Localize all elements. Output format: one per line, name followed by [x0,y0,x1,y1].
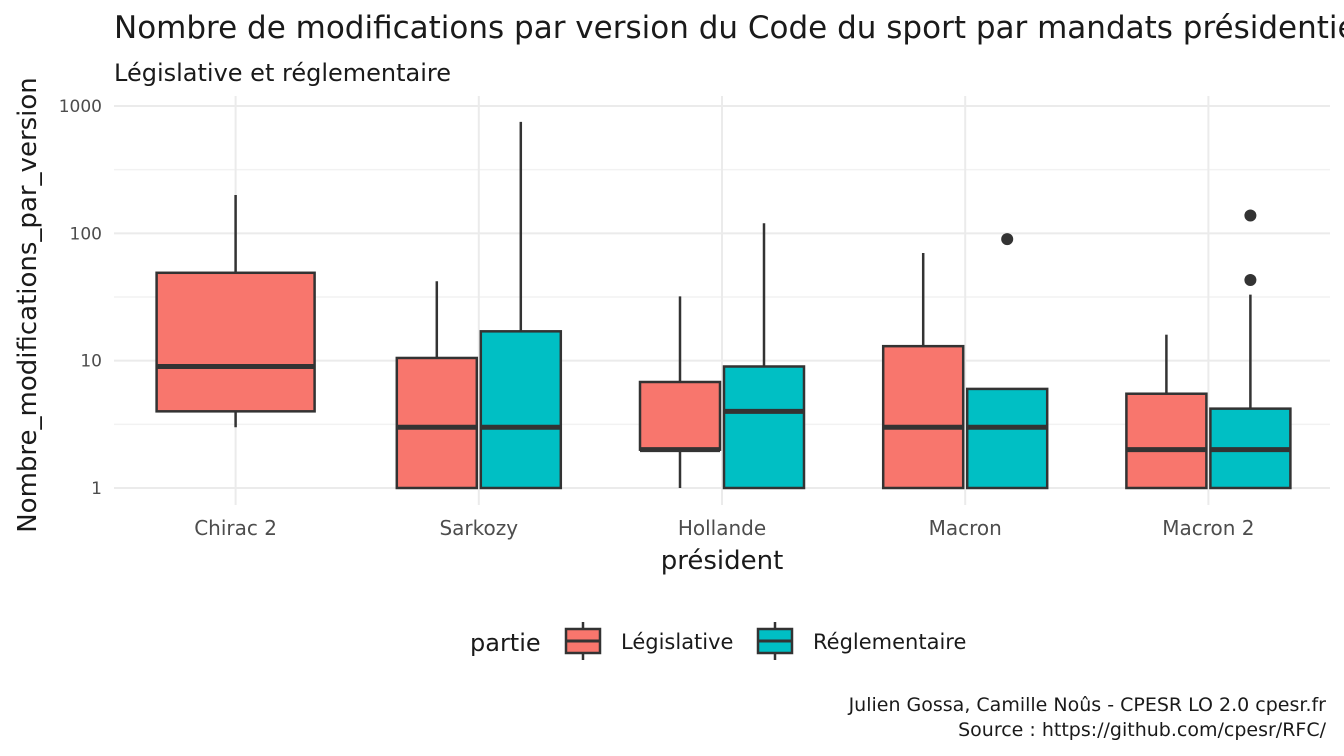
y-tick-label: 10 [80,352,102,372]
box-Législative-Macron [881,253,965,490]
legend-key-reglementaire: Réglementaire [756,622,966,660]
chart-subtitle: Législative et réglementaire [114,59,451,87]
box-Législative-Macron 2 [1125,334,1208,490]
box-Réglementaire-Hollande [722,223,806,490]
box-Réglementaire-Macron [965,233,1049,490]
chart-title: Nombre de modifications par version du C… [114,10,1344,46]
legend-key-legislative: Législative [564,622,733,660]
box-body [722,365,806,490]
legend-title: partie [470,629,541,657]
x-tick-label: Macron [929,516,1002,540]
box-body [395,356,479,490]
y-tick-label: 1000 [59,97,102,117]
y-tick-label: 1 [91,479,102,499]
y-axis-title: Nombre_modifications_par_version [13,77,43,533]
x-tick-label: Sarkozy [439,516,518,540]
legend-label: Réglementaire [813,630,966,654]
box-body [155,271,316,413]
legend-label: Législative [621,630,733,654]
caption-credits: Julien Gossa, Camille Noûs - CPESR LO 2.… [848,694,1327,716]
y-tick-label: 100 [70,224,102,244]
box-body [1125,392,1208,490]
box-Réglementaire-Sarkozy [479,121,563,490]
outlier-point [1244,209,1257,222]
box-body [479,330,563,490]
box-body [638,380,722,451]
box-Réglementaire-Macron 2 [1209,209,1292,490]
y-axis-ticks: 1 10 100 1000 [59,97,102,499]
plot-boxes [155,121,1292,490]
x-axis-title: président [661,546,784,576]
box-Législative-Hollande [638,296,722,488]
x-tick-label: Hollande [678,516,766,540]
outlier-point [1244,274,1257,287]
x-axis-ticks: Chirac 2 Sarkozy Hollande Macron Macron 2 [194,516,1254,540]
x-tick-label: Macron 2 [1162,516,1254,540]
x-tick-label: Chirac 2 [194,516,277,540]
caption-source: Source : https://github.com/cpesr/RFC/ [958,719,1327,741]
outlier-point [1001,233,1014,246]
box-body [881,344,965,490]
box-Législative-Chirac 2 [155,195,316,428]
box-Législative-Sarkozy [395,281,479,490]
box-body [965,387,1049,490]
legend: partie Législative Réglementaire [470,622,966,660]
plot-grid [114,96,1330,505]
